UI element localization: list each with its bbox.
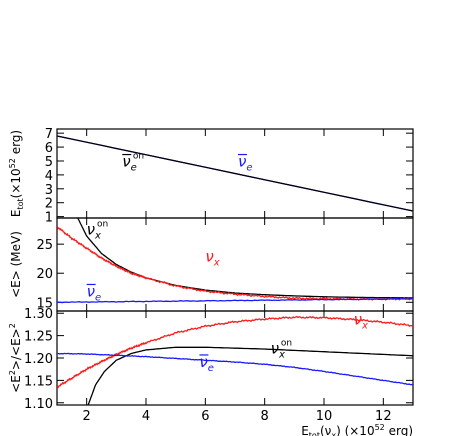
y-tick-label: 1.20	[24, 352, 53, 367]
y-axis-label: Etot(×1052 erg)	[8, 130, 25, 217]
y-tick-label: 2	[45, 197, 53, 212]
series-nue	[57, 297, 413, 304]
y-tick-label: 1.30	[24, 307, 53, 322]
y-tick-label: 6	[45, 141, 53, 156]
y-tick-label: 15	[36, 296, 53, 311]
x-tick-label: 2	[83, 409, 91, 424]
series-annotation: νeon	[122, 152, 144, 174]
y-tick-label: 20	[36, 267, 53, 282]
y-tick-label: 1.15	[24, 374, 53, 389]
y-axis-label: <E2>/<E>2	[8, 323, 23, 393]
y-tick-label: 3	[45, 183, 53, 198]
x-tick-label: 10	[316, 409, 333, 424]
series-nue_on	[57, 135, 413, 212]
series-nue	[57, 352, 413, 386]
y-axis-label: <E> (MeV)	[9, 231, 23, 298]
series-annotation: νx	[205, 248, 219, 269]
y-tick-label: 25	[36, 238, 53, 253]
y-tick-label: 7	[45, 127, 53, 142]
series-annotation: νx	[354, 310, 368, 331]
series-nux	[57, 226, 413, 301]
panel-ratio: 1.10 1.15 1.20 1.25 1.30 νx νxon νe <E2>/<E>2	[8, 307, 414, 412]
series-annotation: νxon	[87, 219, 109, 241]
x-tick-label: 6	[201, 409, 209, 424]
y-tick-label: 1	[45, 211, 53, 226]
y-tick-label: 5	[45, 155, 53, 170]
series-annotation: νxon	[271, 339, 293, 361]
series-annotation: νe	[199, 353, 214, 374]
panel-meanE: 15 20 25 νxon νx νe <E> (MeV)	[9, 217, 414, 312]
series-annotation: νe	[87, 282, 102, 303]
series-nux	[57, 315, 413, 389]
y-tick-label: 4	[45, 169, 53, 184]
series-nux_on	[77, 218, 413, 299]
series-nux_on	[87, 346, 413, 405]
y-tick-label: 1.10	[24, 397, 53, 412]
x-tick-label: 8	[261, 409, 269, 424]
x-tick-label: 4	[142, 409, 150, 424]
y-tick-label: 1.25	[24, 330, 53, 345]
x-axis-label: Etot(νx) (×1052 erg)	[301, 423, 413, 436]
x-tick-label: 12	[375, 409, 392, 424]
series-annotation: νe	[238, 153, 253, 174]
